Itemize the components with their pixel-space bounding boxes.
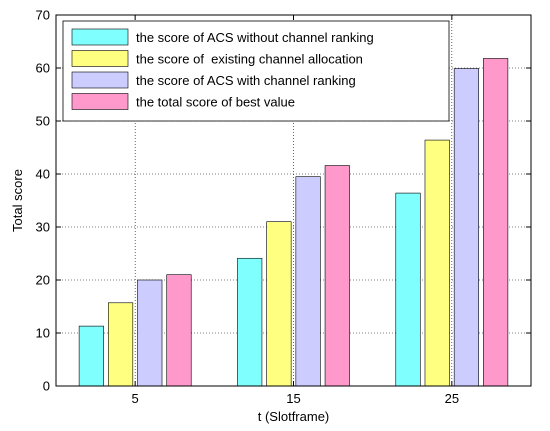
bar xyxy=(166,274,192,387)
legend-label: the total score of best value xyxy=(136,95,295,110)
y-tick-label: 20 xyxy=(36,273,50,288)
bar xyxy=(324,165,350,387)
bar xyxy=(295,176,321,387)
y-axis-label: Total score xyxy=(10,169,25,232)
legend-swatch xyxy=(71,93,129,110)
bar xyxy=(78,325,104,387)
y-tick-label: 70 xyxy=(36,8,50,23)
bar xyxy=(237,257,263,387)
bar xyxy=(395,192,421,387)
bar xyxy=(266,221,292,387)
x-tick-label: 5 xyxy=(132,391,139,406)
y-tick-label: 60 xyxy=(36,61,50,76)
y-tick-label: 40 xyxy=(36,167,50,182)
legend-label: the score of ACS without channel ranking xyxy=(136,30,374,45)
axis-ticks: 0 10 20 30 40 50 60 70 5 15 25 xyxy=(36,8,531,406)
legend-swatch xyxy=(71,71,129,89)
legend-label: the score of ACS with channel ranking xyxy=(136,73,356,88)
bar xyxy=(483,58,509,387)
legend-label: the score of existing channel allocation xyxy=(136,52,363,67)
bar xyxy=(137,279,163,387)
y-tick-label: 50 xyxy=(36,114,50,129)
legend-swatch xyxy=(71,50,129,67)
x-tick-label: 25 xyxy=(445,391,459,406)
bars xyxy=(78,58,509,387)
bar xyxy=(453,68,479,387)
y-tick-label: 10 xyxy=(36,326,50,341)
x-tick-label: 15 xyxy=(286,391,300,406)
bar xyxy=(424,139,450,387)
x-axis-label: t (Slotframe) xyxy=(258,409,330,424)
legend: the score of ACS without channel ranking… xyxy=(62,20,450,122)
y-tick-label: 0 xyxy=(43,379,50,394)
legend-swatch xyxy=(71,28,129,46)
bar xyxy=(108,302,134,387)
y-tick-label: 30 xyxy=(36,220,50,235)
